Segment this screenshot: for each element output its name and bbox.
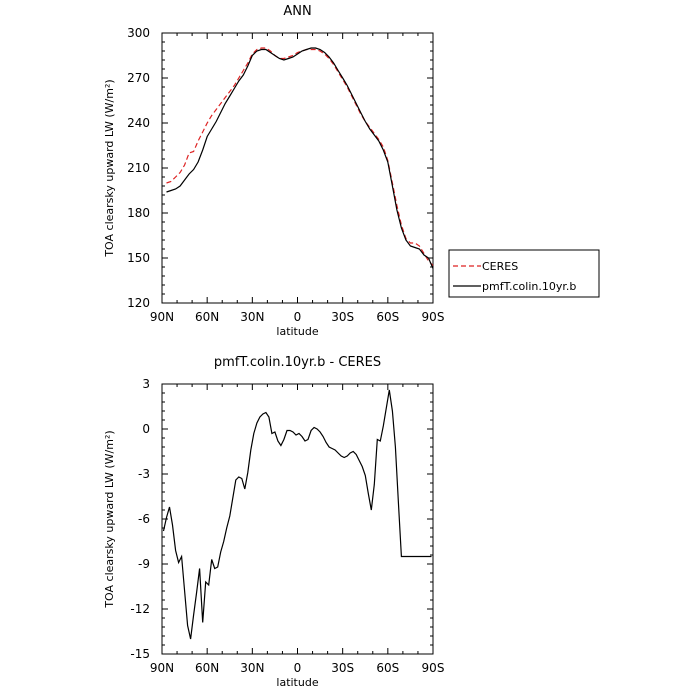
y-tick-label: 210 [127, 161, 150, 175]
x-tick-label: 90S [422, 661, 445, 675]
y-tick-label: 180 [127, 206, 150, 220]
y-tick-label: -12 [130, 602, 150, 616]
x-tick-label: 30S [331, 661, 354, 675]
x-tick-label: 90N [150, 661, 174, 675]
series-line-0 [166, 47, 434, 266]
x-tick-label: 60S [376, 661, 399, 675]
x-tick-label: 60N [195, 310, 219, 324]
top-panel: 120 150 180 210 240 270 300 90N 60N 30N 0 30S 60S 90S… [103, 4, 444, 338]
x-axis-label: latitude [276, 325, 318, 338]
x-tick-label: 30N [240, 310, 264, 324]
series-line-1 [166, 47, 434, 269]
chart-title: ANN [283, 4, 311, 19]
x-tick-label: 90N [150, 310, 174, 324]
y-tick-label: 270 [127, 71, 150, 85]
y-tick-label: 0 [142, 422, 150, 436]
legend-label: CERES [482, 260, 518, 273]
x-tick-label: 60N [195, 661, 219, 675]
y-tick-label: -6 [138, 512, 150, 526]
x-tick-label: 60S [376, 310, 399, 324]
y-tick-label: 240 [127, 116, 150, 130]
plot-frame [161, 32, 434, 304]
y-tick-label: -15 [130, 647, 150, 661]
y-tick-label: -9 [138, 557, 150, 571]
x-axis-label: latitude [276, 676, 318, 689]
y-tick-label: 120 [127, 296, 150, 310]
bottom-panel: -15 -12 -9 -6 -3 0 3 90N 60N 30N 0 30S 60S 90S pmfT.co… [103, 355, 444, 689]
legend: CERES pmfT.colin.10yr.b [448, 249, 600, 298]
legend-box [448, 249, 600, 298]
y-tick-label: -3 [138, 467, 150, 481]
y-tick-label: 3 [142, 377, 150, 391]
series-line-0 [162, 389, 432, 640]
x-tick-label: 30N [240, 661, 264, 675]
chart-title: pmfT.colin.10yr.b - CERES [214, 355, 381, 370]
x-tick-label: 0 [294, 661, 302, 675]
y-axis-label: TOA clearsky upward LW (W/m²) [103, 430, 116, 608]
y-axis-label: TOA clearsky upward LW (W/m²) [103, 79, 116, 257]
x-tick-label: 90S [422, 310, 445, 324]
legend-label: pmfT.colin.10yr.b [482, 280, 576, 293]
y-tick-label: 300 [127, 26, 150, 40]
y-tick-label: 150 [127, 251, 150, 265]
x-tick-label: 0 [294, 310, 302, 324]
x-tick-label: 30S [331, 310, 354, 324]
